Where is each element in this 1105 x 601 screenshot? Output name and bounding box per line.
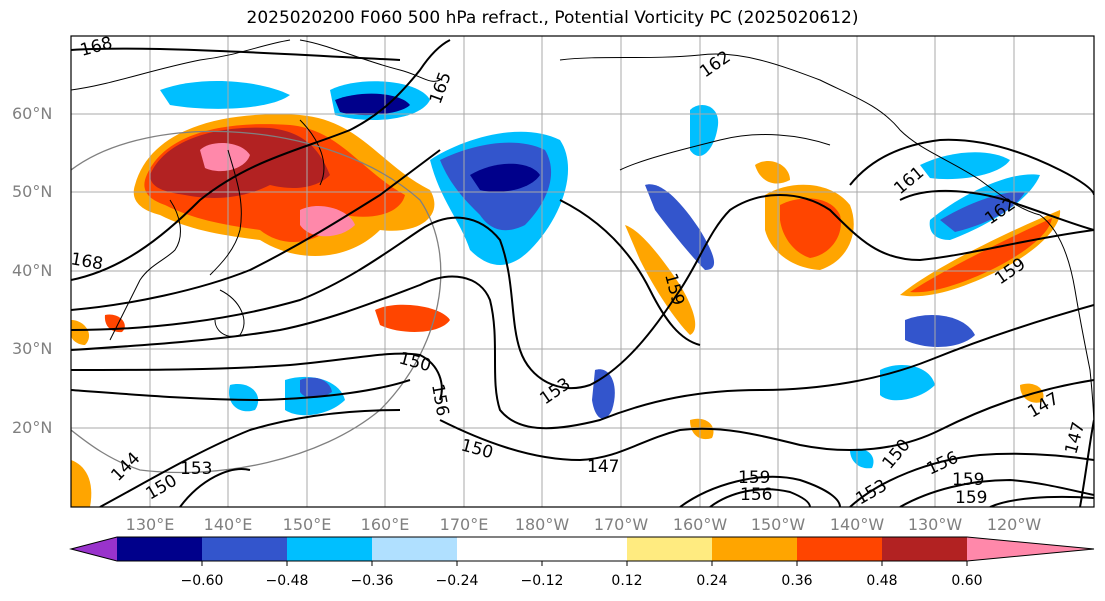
colorbar-tick-label: −0.24 (435, 573, 479, 589)
colorbar-segment (457, 537, 542, 561)
lon-label: 120°W (986, 515, 1042, 534)
map-title: 2025020200 F060 500 hPa refract., Potent… (246, 8, 859, 28)
contour-label: 159 (738, 468, 770, 488)
colorbar-segment (542, 537, 627, 561)
colorbar-tick-label: 0.48 (866, 573, 898, 589)
lon-label: 140°W (829, 515, 885, 534)
colorbar-segment (797, 537, 882, 561)
colorbar-tick-label: 0.36 (781, 573, 813, 589)
lon-label: 130°E (125, 515, 175, 534)
lon-label: 140°E (203, 515, 253, 534)
lon-label: 150°W (750, 515, 806, 534)
pv-shading (71, 80, 1061, 507)
colorbar-tick-label: −0.48 (265, 573, 309, 589)
colorbar-tick-label: 0.24 (696, 573, 728, 589)
lon-label: 150°E (282, 515, 332, 534)
contour-label: 153 (180, 459, 212, 479)
colorbar-extend-low (71, 537, 117, 561)
colorbar-tick-label: −0.12 (520, 573, 564, 589)
lon-label: 130°W (907, 515, 963, 534)
colorbar-segment (712, 537, 797, 561)
colorbar-tick-label: 0.60 (951, 573, 983, 589)
lat-label: 60°N (12, 104, 53, 123)
map-frame (70, 35, 1095, 508)
colorbar-segment (117, 537, 202, 561)
lat-label: 50°N (12, 182, 53, 201)
colorbar-segment (202, 537, 287, 561)
map-plot-area (71, 36, 1094, 507)
colorbar-segment (627, 537, 712, 561)
lon-label: 170°E (439, 515, 489, 534)
contour-label: 147 (587, 457, 619, 477)
colorbar-segment (287, 537, 372, 561)
colorbar-extend-high (967, 537, 1094, 561)
colorbar-segment (372, 537, 457, 561)
lon-label: 160°E (360, 515, 410, 534)
colorbar (69, 536, 1095, 566)
colorbar-tick-label: 0.12 (611, 573, 643, 589)
lat-label: 40°N (12, 261, 53, 280)
lat-label: 20°N (12, 418, 53, 437)
contour-label: 156 (740, 485, 772, 505)
height-contours (71, 39, 1094, 507)
lat-label: 30°N (12, 339, 53, 358)
coastlines (71, 39, 1094, 431)
colorbar-segment (882, 537, 967, 561)
projection-outline (71, 130, 442, 474)
contour-label: 159 (955, 488, 987, 508)
contour-label: 159 (952, 470, 984, 490)
lon-label: 160°W (672, 515, 728, 534)
lon-label: 170°W (593, 515, 649, 534)
colorbar-tick-label: −0.60 (180, 573, 224, 589)
colorbar-tick-label: −0.36 (350, 573, 394, 589)
lon-label: 180°W (514, 515, 570, 534)
